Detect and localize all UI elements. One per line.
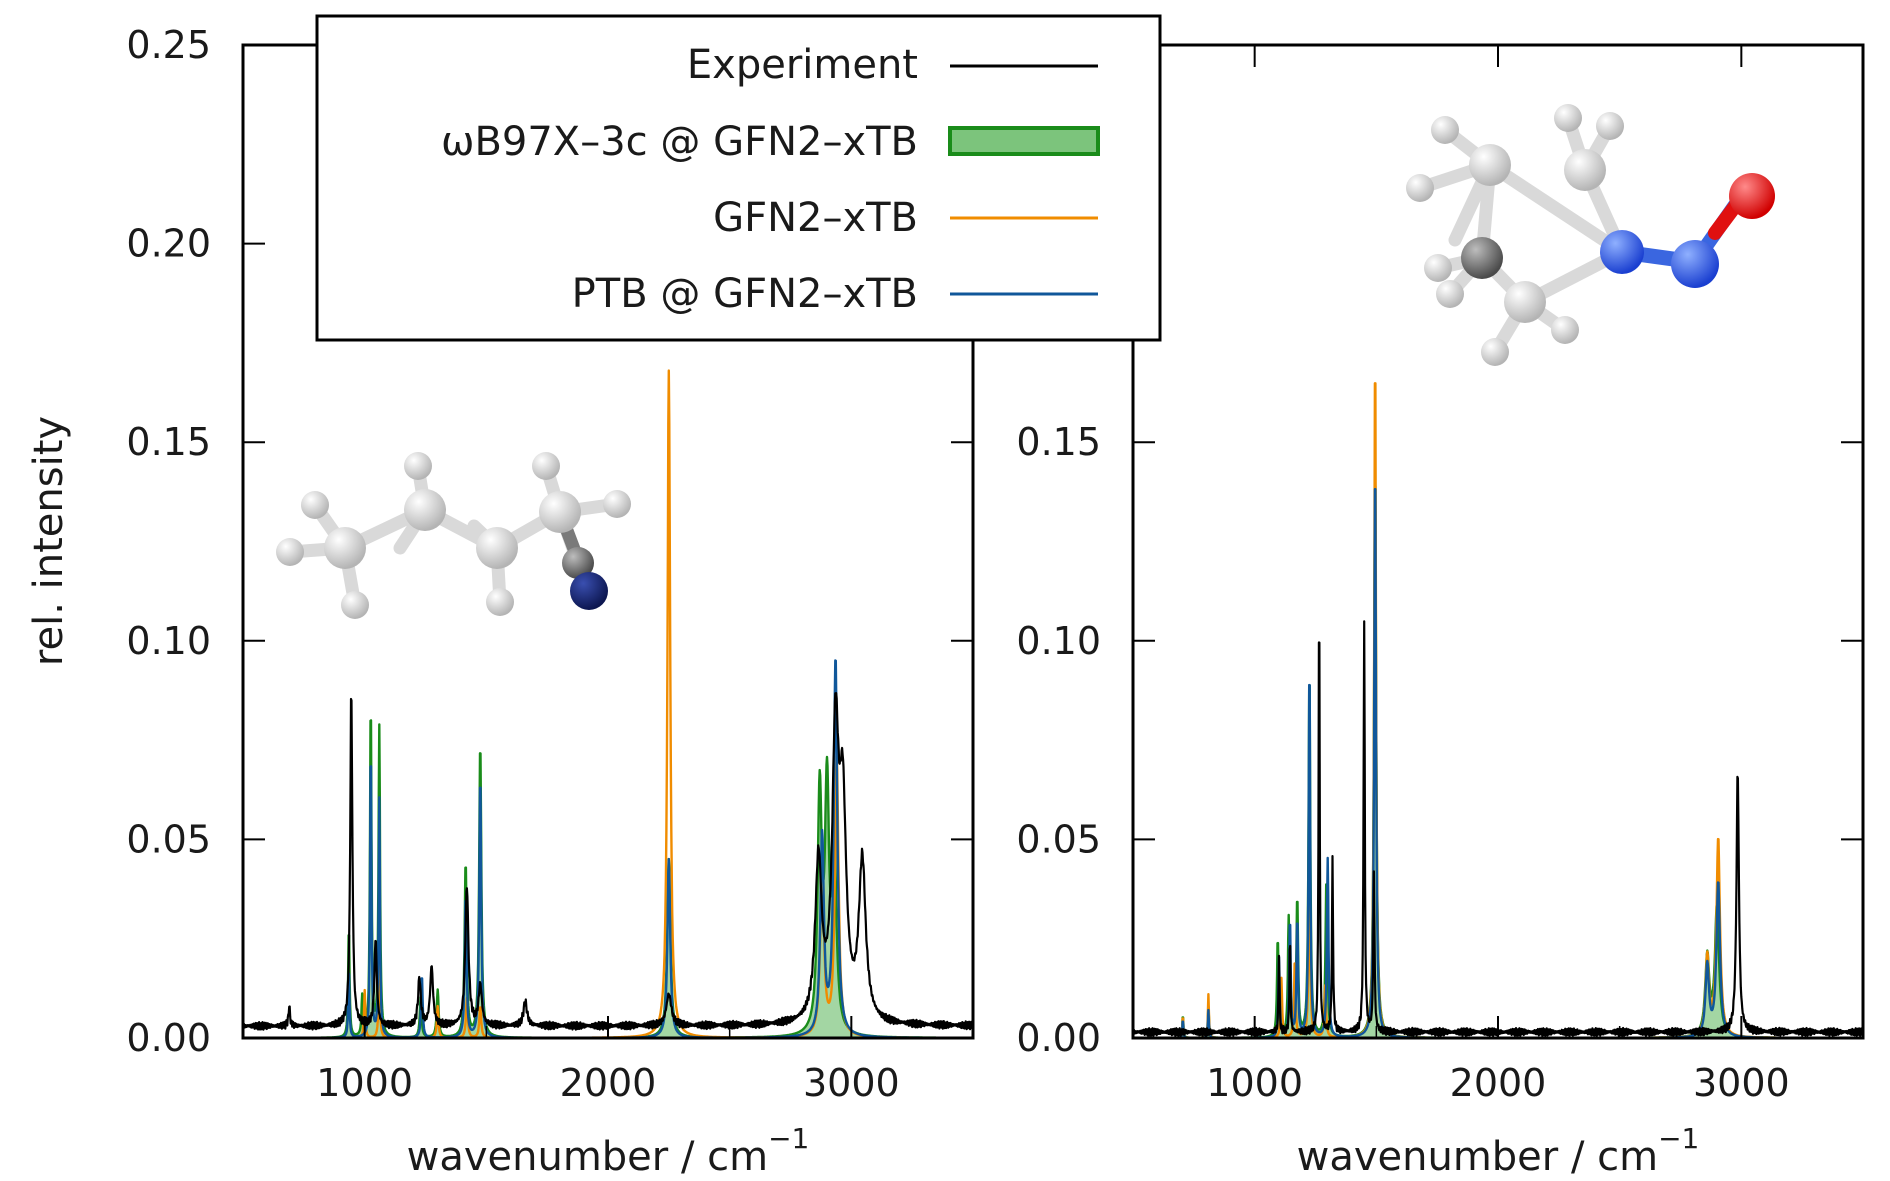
y-tick-label: 0.00 (126, 1016, 211, 1060)
legend-label-experiment: Experiment (687, 42, 918, 88)
x-tick-label: 3000 (1693, 1061, 1790, 1105)
series-line-experiment (1131, 620, 1865, 1038)
legend-label-wb97x3c: ωB97X–3c @ GFN2–xTB (441, 119, 918, 165)
x-tick-label: 1000 (1206, 1061, 1303, 1105)
y-tick-label: 0.25 (126, 23, 211, 67)
left-x-axis-label: wavenumber / cm−1 (407, 1122, 810, 1180)
legend-label-gfn2: GFN2–xTB (713, 195, 918, 241)
y-axis-label: rel. intensity (26, 416, 72, 666)
y-tick-label: 0.05 (126, 817, 211, 861)
series-fill-wb97x3c (243, 720, 973, 1038)
right-x-axis-label-exponent: −1 (1658, 1122, 1699, 1155)
x-tick-label: 2000 (560, 1061, 657, 1105)
y-tick-label: 0.10 (126, 619, 211, 663)
nitrosopyrrolidine-molecule-image (1406, 104, 1775, 366)
y-tick-label: 0.15 (126, 420, 211, 464)
x-tick-label: 2000 (1450, 1061, 1547, 1105)
legend-label-ptb: PTB @ GFN2–xTB (572, 271, 918, 317)
valeronitrile-molecule-image (276, 452, 631, 619)
series-line-wb97x3c (1132, 484, 1864, 1040)
y-tick-label: 0.15 (1016, 420, 1101, 464)
series-line-experiment (241, 691, 975, 1031)
series-line-gfn2 (1132, 382, 1864, 1040)
legend: Experiment ωB97X–3c @ GFN2–xTB GFN2–xTB … (315, 14, 1162, 342)
left-x-axis-label-text: wavenumber / cm (407, 1134, 768, 1180)
right-x-axis-label: wavenumber / cm−1 (1297, 1122, 1700, 1180)
y-tick-label: 0.00 (1016, 1016, 1101, 1060)
x-tick-label: 3000 (803, 1061, 900, 1105)
legend-swatch-wb97x3c (948, 126, 1100, 156)
y-tick-label: 0.20 (126, 222, 211, 266)
x-tick-label: 1000 (316, 1061, 413, 1105)
series-fill-wb97x3c (1133, 486, 1863, 1038)
y-tick-label: 0.05 (1016, 817, 1101, 861)
legend-box (315, 14, 1162, 342)
series-line-ptb (1132, 488, 1864, 1040)
right-x-axis-label-text: wavenumber / cm (1297, 1134, 1658, 1180)
y-tick-label: 0.10 (1016, 619, 1101, 663)
right-chart: 1000 2000 3000 0.00 0.05 0.10 0.15 (1016, 43, 1865, 1105)
left-x-axis-label-exponent: −1 (768, 1122, 809, 1155)
